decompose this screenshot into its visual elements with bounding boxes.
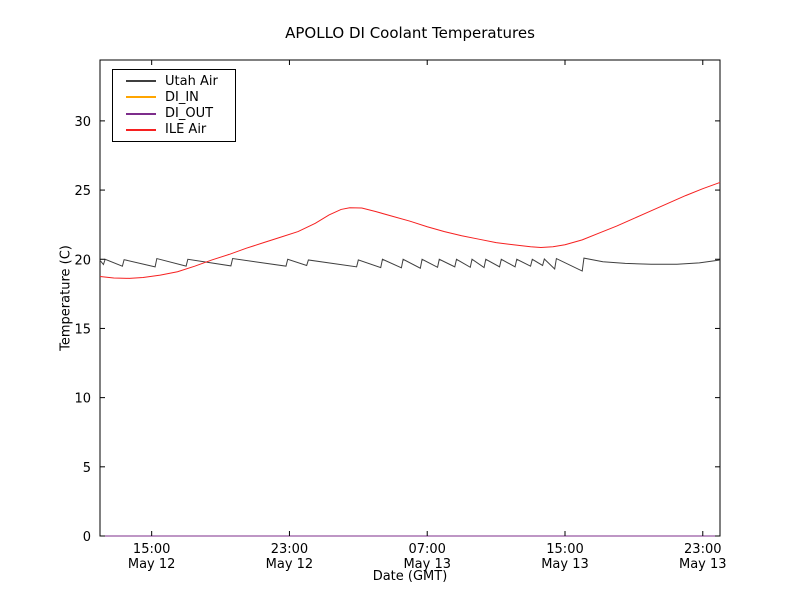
y-tick-label: 20 [74, 253, 91, 268]
legend-entry-di-in: DI_IN [113, 90, 235, 105]
series-line-ile-air [99, 181, 721, 279]
legend-entry-ile-air: ILE Air [113, 122, 235, 137]
legend-entry-utah-air: Utah Air [113, 74, 235, 89]
legend-label: Utah Air [165, 73, 218, 89]
chart-title: APOLLO DI Coolant Temperatures [285, 24, 535, 42]
y-tick-label: 5 [83, 461, 91, 476]
legend-line-sample-di-in [126, 96, 156, 99]
y-tick-label: 15 [74, 322, 91, 337]
y-axis-label: Temperature (C) [58, 245, 74, 351]
data-series [99, 181, 721, 537]
x-tick-label-date: May 13 [541, 557, 589, 572]
x-tick-label-date: May 12 [266, 557, 314, 572]
x-tick-label-date: May 12 [128, 557, 176, 572]
axis-ticks [100, 60, 720, 537]
x-tick-label-date: May 13 [403, 557, 451, 572]
x-tick-label-time: 23:00 [271, 542, 308, 557]
legend-box: Utah Air DI_IN DI_OUT ILE Air [112, 69, 236, 142]
legend-entry-di-out: DI_OUT [113, 106, 235, 121]
x-tick-label-date: May 13 [679, 557, 727, 572]
x-tick-label-time: 23:00 [684, 542, 721, 557]
legend-line-sample-ile-air [126, 128, 156, 131]
legend-line-sample-utah-air [126, 80, 156, 83]
legend-label: ILE Air [165, 122, 207, 138]
series-line-utah-air [99, 257, 721, 272]
x-tick-label-time: 07:00 [408, 542, 445, 557]
y-tick-label: 10 [74, 392, 91, 407]
y-tick-label: 25 [74, 184, 91, 199]
legend-line-sample-di-out [126, 112, 156, 115]
x-axis-label: Date (GMT) [372, 569, 448, 584]
legend-label: DI_IN [165, 89, 199, 105]
x-tick-label-time: 15:00 [133, 542, 170, 557]
legend-label: DI_OUT [165, 106, 214, 122]
y-tick-label: 0 [83, 530, 91, 545]
y-tick-label: 30 [74, 115, 91, 130]
x-tick-label-time: 15:00 [546, 542, 583, 557]
